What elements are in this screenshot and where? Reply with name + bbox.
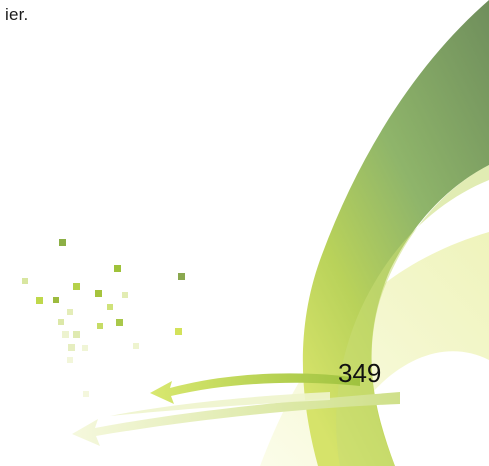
page-number: 349 [338, 358, 381, 389]
scattered-squares [22, 239, 185, 397]
